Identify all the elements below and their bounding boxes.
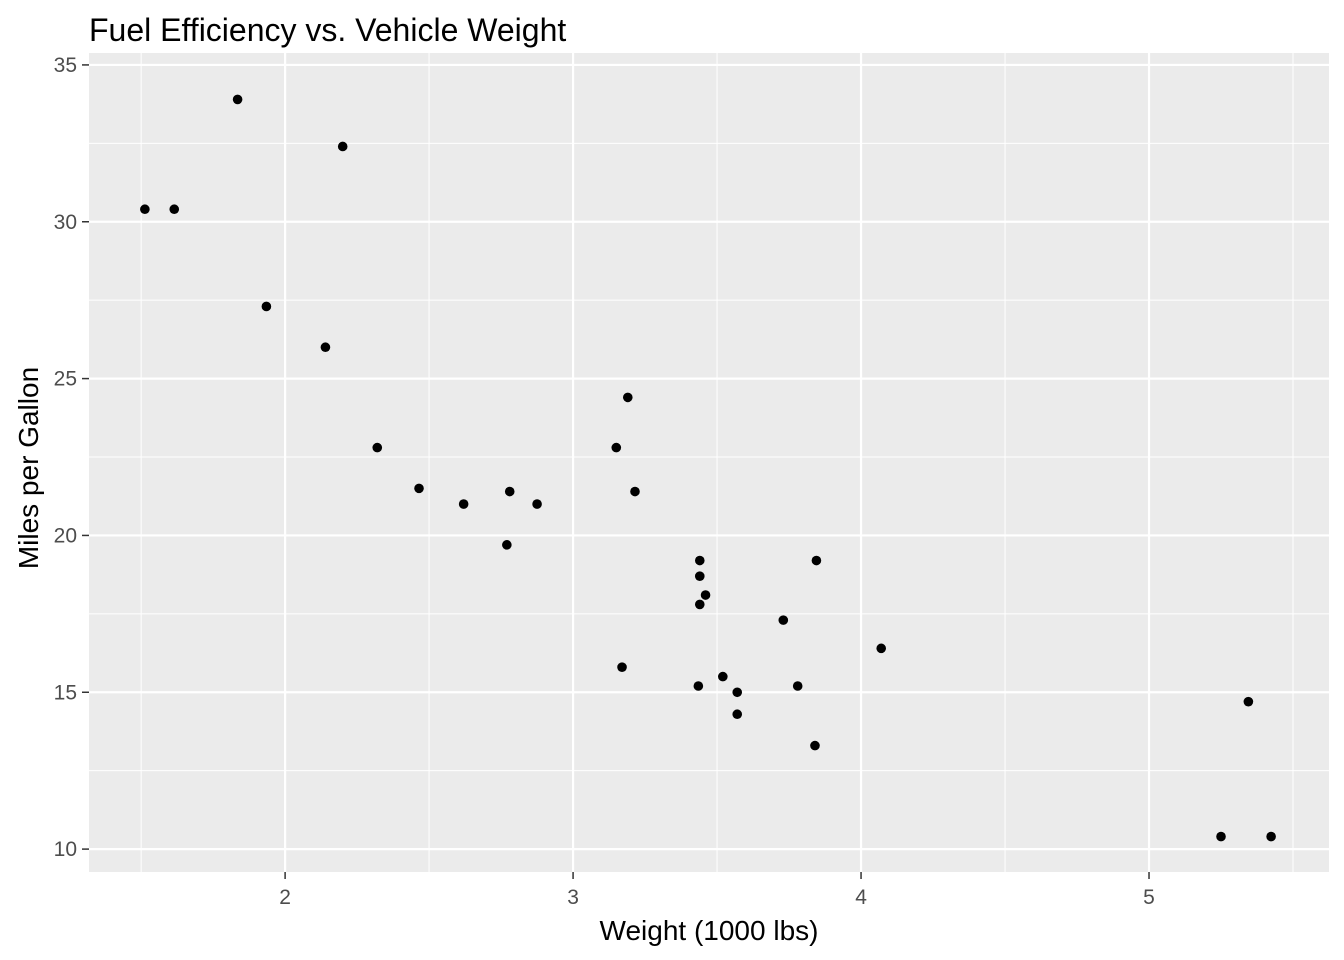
data-point [694,555,705,566]
data-point [732,709,743,720]
data-point [232,94,243,105]
data-point [1243,696,1254,707]
data-points [140,94,1276,842]
data-point [169,204,180,215]
data-point [617,662,627,672]
data-point [140,204,150,215]
y-tick-label: 30 [54,211,77,234]
x-tick-label: 2 [279,886,291,909]
data-point [261,301,272,312]
data-point [792,681,803,691]
y-tick-label: 15 [54,681,77,704]
data-point [337,141,348,152]
data-point [532,499,542,509]
data-point [693,681,704,691]
y-tick-label: 10 [54,838,77,861]
data-point [1216,831,1226,842]
data-point [694,599,705,610]
data-point [1266,831,1276,842]
data-point [700,590,711,600]
axes: 2 3 4 5 10 15 20 25 30 35 [54,54,1155,909]
x-tick-label: 5 [1143,886,1155,909]
data-point [810,740,820,751]
data-point [320,342,331,353]
x-tick-label: 4 [855,886,867,909]
grid-lines [89,53,1329,872]
data-point [811,555,822,566]
y-tick-label: 25 [54,368,77,391]
data-point [504,486,515,497]
data-point [458,499,469,509]
data-point [630,486,640,497]
data-point [778,615,789,625]
data-point [372,442,383,453]
data-point [502,540,512,550]
data-point [732,687,743,698]
y-tick-label: 35 [54,54,77,77]
y-axis-label: Miles per Gallon [13,367,44,569]
x-axis-label: Weight (1000 lbs) [600,915,819,946]
data-point [718,671,728,682]
chart-title: Fuel Efficiency vs. Vehicle Weight [89,12,566,48]
data-point [694,571,705,582]
x-tick-label: 3 [567,886,579,909]
data-point [414,483,424,494]
data-point [876,643,887,654]
data-point [622,392,633,403]
data-point [611,442,622,453]
y-tick-label: 20 [54,524,77,547]
plot-panel [89,53,1329,872]
